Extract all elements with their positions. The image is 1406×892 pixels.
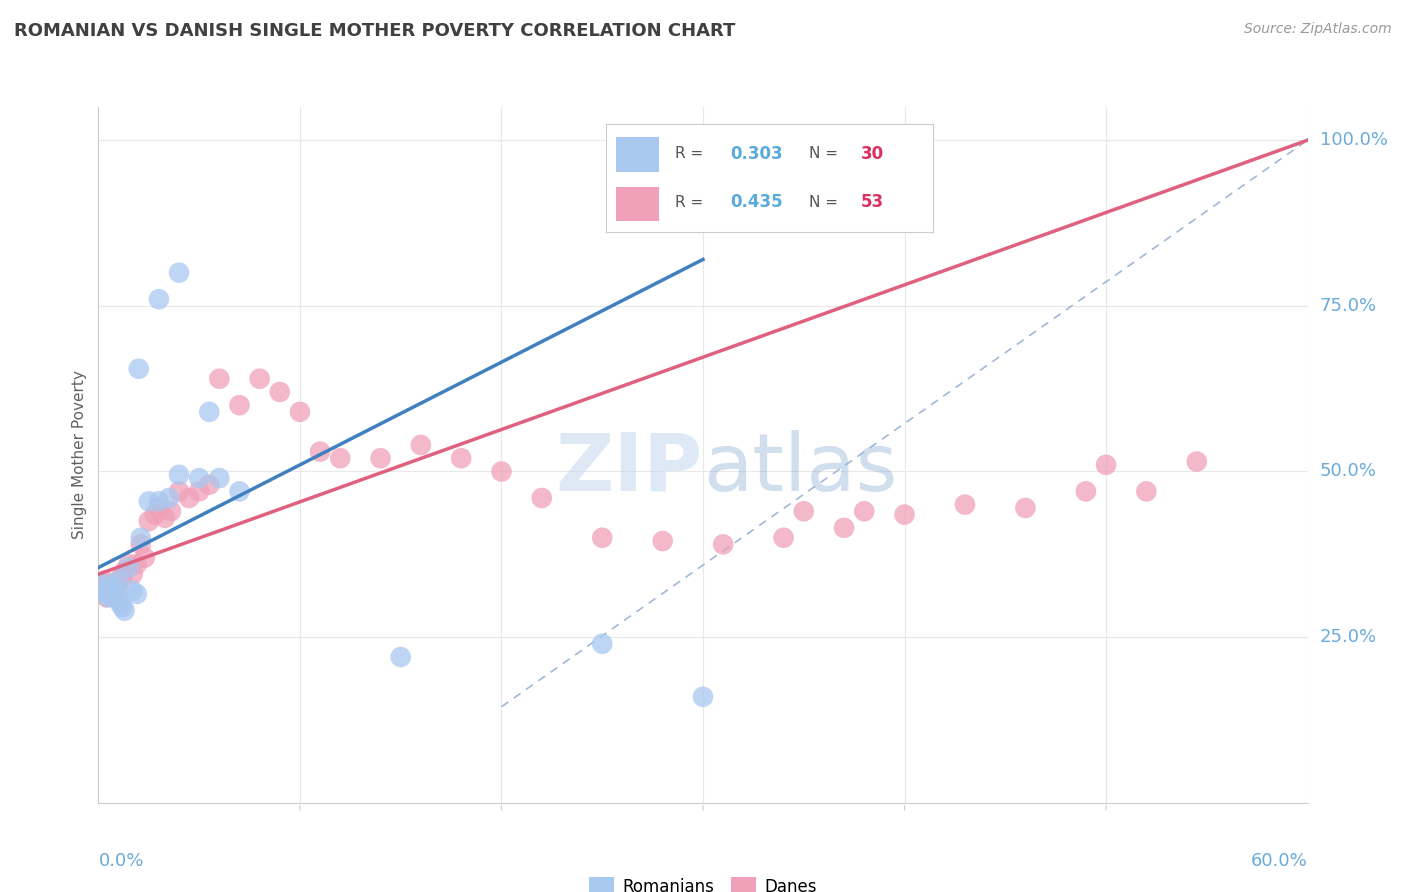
- Point: [93, 574, 115, 588]
- Point: [530, 491, 553, 505]
- Point: [167, 467, 190, 482]
- Point: [93, 583, 115, 598]
- Point: [772, 531, 794, 545]
- Point: [105, 591, 128, 605]
- Text: ZIP: ZIP: [555, 430, 703, 508]
- Point: [288, 405, 311, 419]
- Point: [157, 491, 180, 505]
- Point: [118, 560, 141, 574]
- Point: [832, 521, 855, 535]
- Point: [167, 484, 190, 499]
- Point: [138, 514, 160, 528]
- Point: [160, 504, 183, 518]
- Y-axis label: Single Mother Poverty: Single Mother Poverty: [72, 370, 87, 540]
- Text: 75.0%: 75.0%: [1320, 297, 1376, 315]
- Text: 60.0%: 60.0%: [1251, 852, 1308, 870]
- Point: [389, 650, 412, 665]
- Text: 100.0%: 100.0%: [1320, 131, 1388, 149]
- Point: [153, 511, 176, 525]
- Text: 0.0%: 0.0%: [98, 852, 143, 870]
- Point: [103, 591, 125, 605]
- Point: [125, 587, 148, 601]
- Point: [138, 494, 160, 508]
- Point: [450, 451, 472, 466]
- Point: [953, 498, 976, 512]
- Point: [96, 587, 118, 601]
- Point: [1095, 458, 1118, 472]
- Point: [711, 537, 734, 551]
- Point: [91, 577, 114, 591]
- Legend: Romanians, Danes: Romanians, Danes: [582, 871, 824, 892]
- Point: [111, 570, 134, 584]
- Point: [96, 591, 118, 605]
- Point: [692, 690, 714, 704]
- Point: [129, 531, 152, 545]
- Point: [114, 564, 136, 578]
- Point: [177, 491, 201, 505]
- Point: [114, 604, 136, 618]
- Point: [208, 372, 231, 386]
- Point: [148, 500, 170, 515]
- Point: [309, 444, 332, 458]
- Point: [148, 292, 170, 306]
- Point: [853, 504, 876, 518]
- Point: [100, 581, 122, 595]
- Point: [97, 577, 120, 591]
- Point: [329, 451, 352, 466]
- Point: [105, 587, 128, 601]
- Text: 50.0%: 50.0%: [1320, 462, 1376, 481]
- Point: [100, 587, 122, 601]
- Point: [651, 534, 673, 549]
- Point: [1185, 454, 1208, 468]
- Point: [143, 508, 166, 522]
- Point: [269, 384, 291, 399]
- Point: [128, 361, 150, 376]
- Point: [107, 574, 129, 588]
- Point: [111, 600, 134, 615]
- Point: [228, 398, 250, 412]
- Point: [1074, 484, 1097, 499]
- Point: [103, 577, 125, 591]
- Point: [591, 637, 613, 651]
- Point: [129, 537, 152, 551]
- Point: [110, 597, 132, 611]
- Point: [208, 471, 231, 485]
- Point: [491, 465, 513, 479]
- Point: [118, 558, 141, 572]
- Text: 25.0%: 25.0%: [1320, 628, 1376, 646]
- Point: [198, 405, 221, 419]
- Point: [1135, 484, 1157, 499]
- Point: [188, 484, 211, 499]
- Text: ROMANIAN VS DANISH SINGLE MOTHER POVERTY CORRELATION CHART: ROMANIAN VS DANISH SINGLE MOTHER POVERTY…: [14, 22, 735, 40]
- Point: [125, 558, 148, 572]
- Point: [1014, 500, 1036, 515]
- Point: [198, 477, 221, 491]
- Point: [188, 471, 211, 485]
- Point: [370, 451, 392, 466]
- Point: [134, 550, 156, 565]
- Point: [148, 494, 170, 508]
- Text: Source: ZipAtlas.com: Source: ZipAtlas.com: [1244, 22, 1392, 37]
- Point: [167, 266, 190, 280]
- Point: [121, 567, 143, 582]
- Point: [591, 531, 613, 545]
- Point: [97, 591, 120, 605]
- Point: [110, 570, 132, 584]
- Point: [89, 581, 111, 595]
- Point: [793, 504, 815, 518]
- Text: atlas: atlas: [703, 430, 897, 508]
- Point: [121, 583, 143, 598]
- Point: [101, 577, 124, 591]
- Point: [91, 583, 114, 598]
- Point: [228, 484, 250, 499]
- Point: [249, 372, 271, 386]
- Point: [893, 508, 915, 522]
- Point: [409, 438, 432, 452]
- Point: [101, 583, 124, 598]
- Point: [107, 577, 129, 591]
